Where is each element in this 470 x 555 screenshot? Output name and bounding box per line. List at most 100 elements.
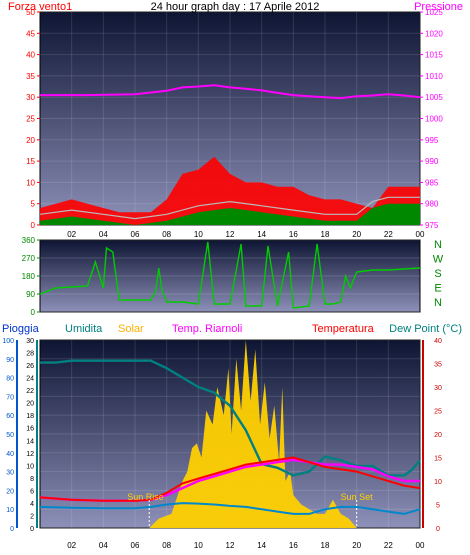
pressure-tick-label: 985 (425, 178, 439, 187)
humidity-tick-label: 18 (26, 413, 34, 420)
legend-entry: Dew Point (°C) (389, 323, 462, 335)
rain-tick-label: 80 (6, 376, 14, 383)
wind-speed-ticks: 0 5 10 15 20 25 30 35 40 45 50 (26, 8, 40, 230)
legend-entry: Solar (118, 323, 144, 335)
direction-tick-label: 90 (26, 290, 35, 299)
x-tick-label: 02 (67, 230, 76, 239)
rain-tick-label: 30 (6, 470, 14, 477)
humidity-tick-label: 2 (30, 513, 34, 520)
humidity-tick-label: 14 (26, 438, 34, 445)
temperature-tick-label: 35 (434, 362, 442, 369)
pressure-line (40, 84, 421, 100)
x-tick-label: 18 (321, 541, 330, 550)
humidity-line (40, 359, 421, 477)
panel3-x-ticks: 02 04 06 08 10 12 14 16 18 20 22 00 (67, 541, 425, 550)
wind-tick-label: 40 (26, 51, 35, 60)
x-tick-label: 00 (416, 541, 425, 550)
pressure-tick-label: 1005 (425, 93, 443, 102)
humidity-tick-label: 28 (26, 351, 34, 358)
x-tick-label: 06 (131, 230, 140, 239)
humidity-tick-label: 12 (26, 451, 34, 458)
temperature-tick-label: 0 (436, 526, 440, 533)
wind-tick-label: 5 (31, 200, 36, 209)
wind-tick-label: 15 (26, 157, 35, 166)
wind-tick-label: 45 (26, 29, 35, 38)
temperature-ticks: 0 5 10 15 20 25 30 35 40 (422, 338, 442, 533)
pressure-tick-label: 990 (425, 157, 439, 166)
pressure-tick-label: 1015 (425, 51, 443, 60)
compass-label: E (434, 283, 441, 295)
legend-entry: Temp. Riarnoli (172, 323, 242, 335)
direction-tick-label: 180 (22, 272, 36, 281)
x-tick-label: 08 (162, 230, 171, 239)
x-tick-label: 16 (289, 230, 298, 239)
humidity-tick-label: 24 (26, 376, 34, 383)
x-tick-label: 04 (99, 230, 108, 239)
x-tick-label: 08 (162, 541, 171, 550)
humidity-tick-label: 22 (26, 388, 34, 395)
wind-average-area (40, 203, 420, 225)
x-tick-label: 20 (352, 541, 361, 550)
x-tick-label: 10 (194, 230, 203, 239)
rain-tick-label: 50 (6, 432, 14, 439)
compass-label: N (434, 239, 442, 251)
x-tick-label: 22 (384, 541, 393, 550)
rain-tick-label: 70 (6, 394, 14, 401)
compass-label: N (434, 297, 442, 309)
rain-tick-label: 60 (6, 413, 14, 420)
wind-direction-series (39, 241, 421, 309)
temperature-line (39, 456, 421, 502)
x-tick-label: 06 (131, 541, 140, 550)
temperature-tick-label: 10 (434, 479, 442, 486)
wind-tick-label: 35 (26, 72, 35, 81)
rain-tick-label: 100 (2, 338, 14, 345)
x-tick-label: 22 (384, 230, 393, 239)
legend-entry: Umidita (65, 323, 103, 335)
pressure-ticks: 975 980 985 990 995 1000 1005 1010 1015 1020 1025 (420, 8, 443, 230)
pressure-tick-label: 1010 (425, 72, 443, 81)
rain-tick-label: 0 (10, 526, 14, 533)
rain-tick-label: 40 (6, 451, 14, 458)
rain-tick-label: 20 (6, 488, 14, 495)
dew-point-line (39, 502, 421, 515)
humidity-tick-label: 8 (30, 476, 34, 483)
temp-humidity-series (39, 340, 421, 528)
legend-entry: Temperatura (312, 323, 375, 335)
pressure-tick-label: 1020 (425, 29, 443, 38)
wind-mean-line (39, 196, 420, 220)
pressure-tick-label: 1000 (425, 115, 443, 124)
wind-tick-label: 0 (31, 221, 36, 230)
wind-direction-grid (40, 239, 420, 313)
humidity-tick-label: 10 (26, 463, 34, 470)
x-tick-label: 12 (226, 230, 235, 239)
chart-title: 24 hour graph day : 17 Aprile 2012 (151, 1, 320, 13)
wind-direction-ticks: 0 90 180 270 360 (22, 236, 40, 317)
temperature-tick-label: 5 (436, 503, 440, 510)
direction-tick-label: 0 (31, 308, 36, 317)
legend-entry: Pioggia (2, 323, 40, 335)
temperature-tick-label: 20 (434, 432, 442, 439)
humidity-tick-label: 6 (30, 488, 34, 495)
wind-direction-line (39, 241, 421, 309)
x-tick-label: 20 (352, 230, 361, 239)
x-tick-label: 04 (99, 541, 108, 550)
sunrise-label: Sun Rise (127, 492, 164, 502)
legend: Pioggia Umidita Solar Temp. Riarnoli Tempera… (2, 323, 462, 335)
x-tick-label: 10 (194, 541, 203, 550)
x-tick-label: 16 (289, 541, 298, 550)
rain-tick-label: 90 (6, 357, 14, 364)
wind-pressure-series (39, 84, 421, 225)
pressure-axis-title: Pressione (414, 1, 463, 13)
humidity-tick-label: 16 (26, 426, 34, 433)
wind-axis-title: Forza vento1 (8, 1, 72, 13)
direction-tick-label: 270 (22, 254, 36, 263)
humidity-tick-label: 0 (30, 526, 34, 533)
sunset-label: Sun Set (341, 492, 374, 502)
rain-tick-label: 10 (6, 507, 14, 514)
temperature-tick-label: 30 (434, 385, 442, 392)
wind-tick-label: 20 (26, 136, 35, 145)
panel1-x-ticks: 02 04 06 08 10 12 14 16 18 20 22 00 (67, 230, 425, 239)
